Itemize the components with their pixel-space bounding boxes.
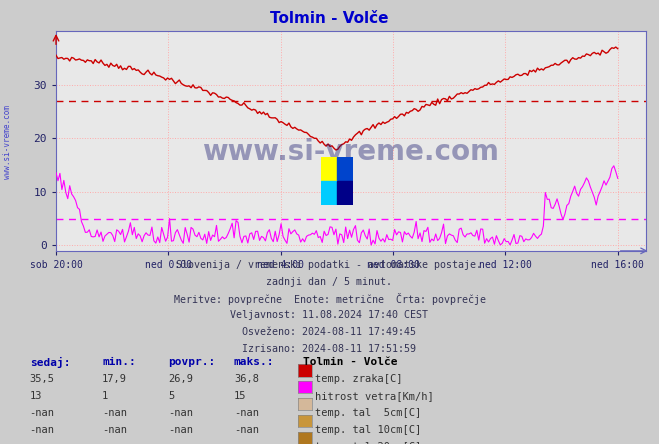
Text: 36,8: 36,8 (234, 374, 259, 385)
Text: Tolmin - Volče: Tolmin - Volče (303, 357, 397, 368)
Bar (321, 181, 337, 205)
Bar (321, 157, 337, 181)
Text: temp. tal 10cm[C]: temp. tal 10cm[C] (315, 425, 421, 435)
Text: 17,9: 17,9 (102, 374, 127, 385)
Text: sedaj:: sedaj: (30, 357, 70, 369)
Text: maks.:: maks.: (234, 357, 274, 368)
Text: -nan: -nan (30, 408, 55, 418)
Text: 13: 13 (30, 391, 42, 401)
Text: min.:: min.: (102, 357, 136, 368)
Text: -nan: -nan (168, 442, 193, 444)
Text: povpr.:: povpr.: (168, 357, 215, 368)
Bar (337, 157, 353, 181)
Text: 15: 15 (234, 391, 246, 401)
Text: 1: 1 (102, 391, 108, 401)
Text: 26,9: 26,9 (168, 374, 193, 385)
Text: Izrisano: 2024-08-11 17:51:59: Izrisano: 2024-08-11 17:51:59 (243, 344, 416, 354)
Text: www.si-vreme.com: www.si-vreme.com (202, 138, 500, 166)
Bar (337, 181, 353, 205)
Text: -nan: -nan (234, 425, 259, 435)
Text: Tolmin - Volče: Tolmin - Volče (270, 11, 389, 26)
Text: -nan: -nan (30, 442, 55, 444)
Text: -nan: -nan (234, 408, 259, 418)
Text: 35,5: 35,5 (30, 374, 55, 385)
Text: temp. tal  5cm[C]: temp. tal 5cm[C] (315, 408, 421, 418)
Text: Slovenija / vremenski podatki - avtomatske postaje.: Slovenija / vremenski podatki - avtomats… (177, 260, 482, 270)
Text: -nan: -nan (102, 442, 127, 444)
Text: -nan: -nan (168, 425, 193, 435)
Text: Meritve: povprečne  Enote: metrične  Črta: povprečje: Meritve: povprečne Enote: metrične Črta:… (173, 293, 486, 305)
Text: -nan: -nan (30, 425, 55, 435)
Text: temp. tal 20cm[C]: temp. tal 20cm[C] (315, 442, 421, 444)
Text: -nan: -nan (168, 408, 193, 418)
Text: -nan: -nan (234, 442, 259, 444)
Text: -nan: -nan (102, 425, 127, 435)
Text: zadnji dan / 5 minut.: zadnji dan / 5 minut. (266, 277, 393, 287)
Text: temp. zraka[C]: temp. zraka[C] (315, 374, 403, 385)
Text: Veljavnost: 11.08.2024 17:40 CEST: Veljavnost: 11.08.2024 17:40 CEST (231, 310, 428, 321)
Text: hitrost vetra[Km/h]: hitrost vetra[Km/h] (315, 391, 434, 401)
Text: Osveženo: 2024-08-11 17:49:45: Osveženo: 2024-08-11 17:49:45 (243, 327, 416, 337)
Text: www.si-vreme.com: www.si-vreme.com (3, 105, 13, 179)
Text: -nan: -nan (102, 408, 127, 418)
Text: 5: 5 (168, 391, 174, 401)
